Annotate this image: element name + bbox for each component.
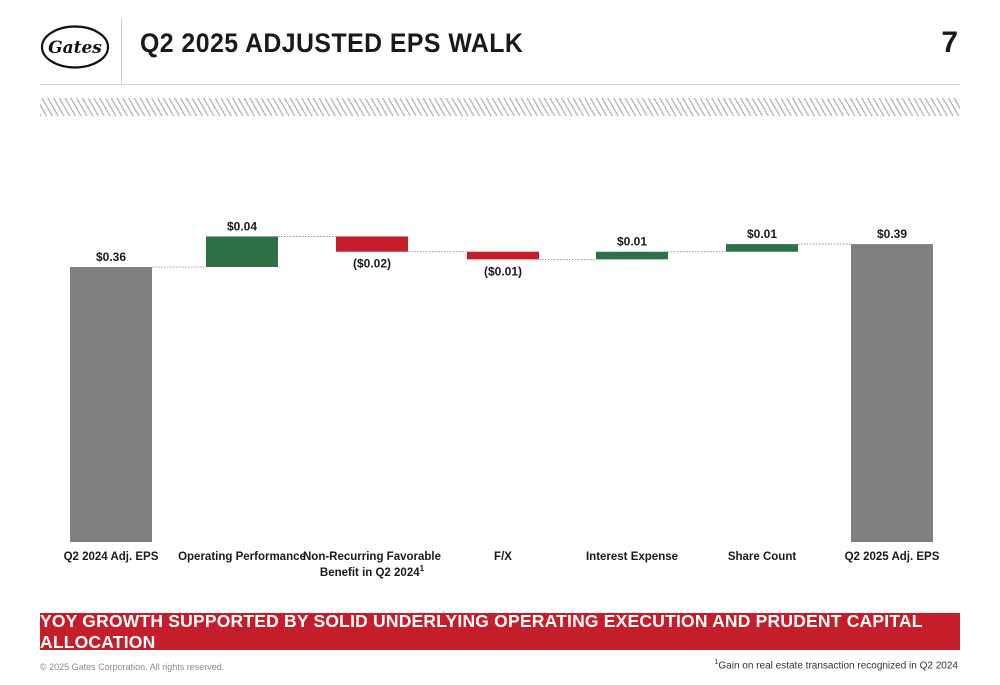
- category-label-2-line-1: Benefit in Q2 20241: [320, 564, 425, 579]
- data-label-0: $0.36: [96, 250, 126, 264]
- category-label-0: Q2 2024 Adj. EPS: [64, 551, 159, 563]
- bar-4: [596, 251, 668, 260]
- category-label-6: Q2 2025 Adj. EPS: [845, 551, 940, 563]
- page-number: 7: [941, 26, 958, 59]
- gates-logo: Gates: [40, 25, 110, 69]
- bar-6: [851, 244, 933, 543]
- header-divider: [121, 18, 122, 84]
- hatch-pattern: [40, 98, 960, 116]
- data-label-4: $0.01: [617, 235, 647, 249]
- header-rule: [40, 84, 960, 85]
- footnote-text: Gain on real estate transaction recogniz…: [718, 660, 958, 672]
- category-label-3: F/X: [494, 551, 512, 563]
- bar-2: [336, 236, 408, 252]
- summary-banner: YOY GROWTH SUPPORTED BY SOLID UNDERLYING…: [40, 611, 960, 652]
- footnote-marker: 1: [714, 659, 719, 666]
- category-label-1: Operating Performance: [178, 551, 306, 563]
- data-label-6: $0.39: [877, 227, 907, 241]
- bar-0: [70, 267, 152, 542]
- category-label-4: Interest Expense: [586, 551, 678, 563]
- data-label-1: $0.04: [227, 219, 257, 233]
- bar-5: [726, 244, 798, 252]
- bar-3: [467, 251, 539, 260]
- data-label-3: ($0.01): [484, 264, 522, 278]
- eps-walk-chart: $0.36 Q2 2024 Adj. EPS $0.04 Operating Perf…: [64, 219, 940, 579]
- data-label-2: ($0.02): [353, 257, 391, 271]
- svg-text:Gates: Gates: [48, 38, 102, 58]
- category-label-5: Share Count: [728, 551, 797, 563]
- data-label-5: $0.01: [747, 227, 777, 241]
- footnote: 1Gain on real estate transaction recogni…: [714, 659, 958, 671]
- page-title: Q2 2025 ADJUSTED EPS WALK: [140, 28, 524, 58]
- copyright-text: © 2025 Gates Corporation. All rights res…: [40, 662, 225, 672]
- category-label-2-line-0: Non-Recurring Favorable: [303, 551, 441, 563]
- bar-1: [206, 236, 278, 267]
